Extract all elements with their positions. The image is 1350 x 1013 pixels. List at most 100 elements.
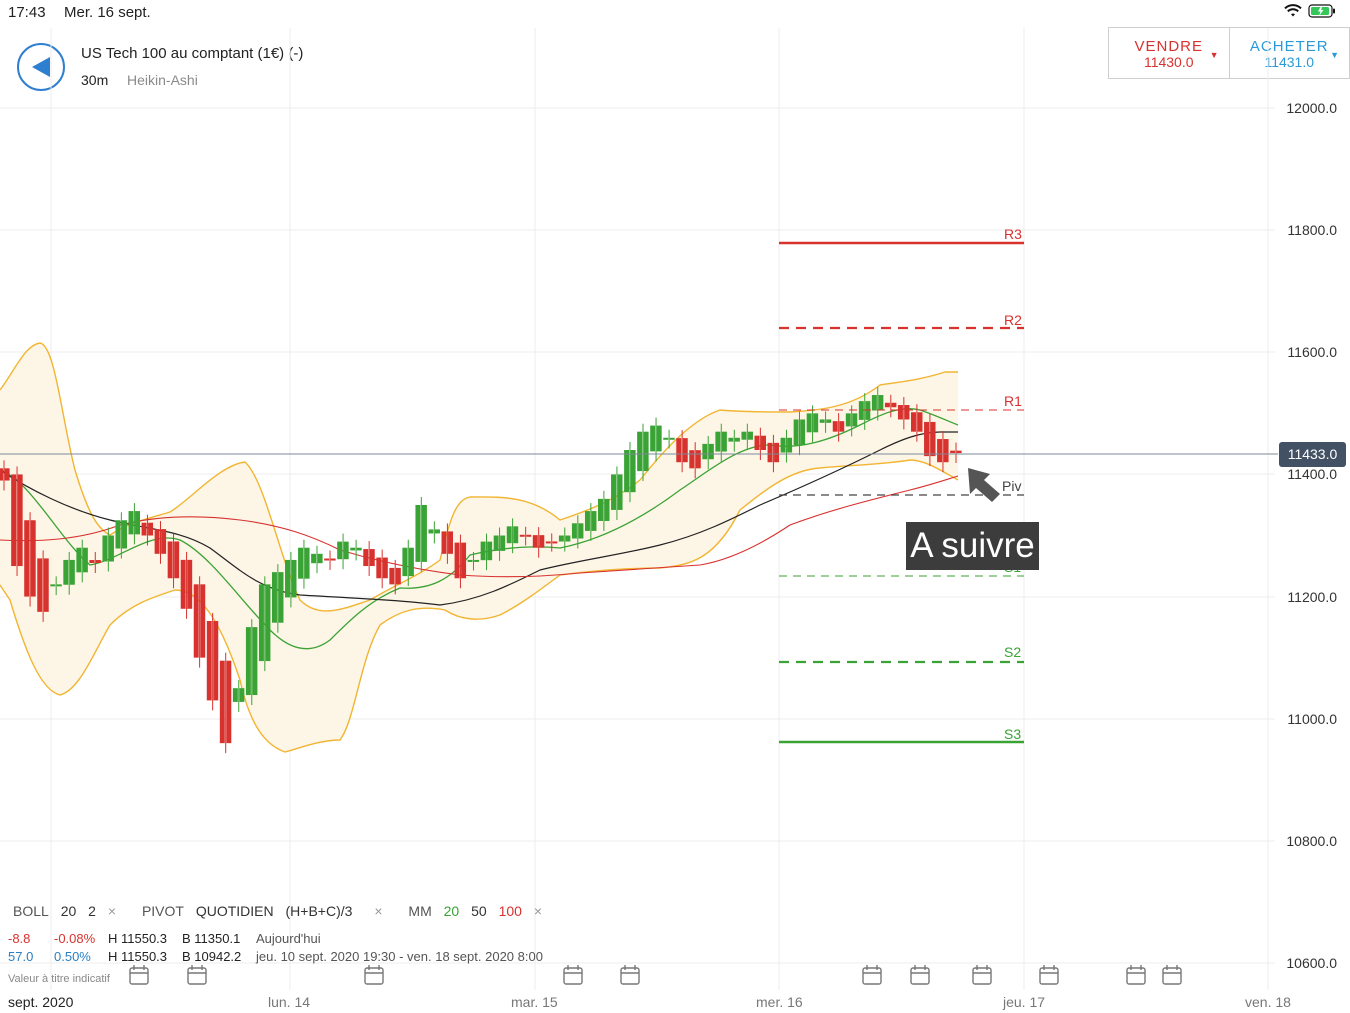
candle-body (669, 437, 675, 440)
status-time: 17:43 (8, 4, 46, 21)
candle-body (363, 549, 369, 567)
candle-body (513, 526, 519, 544)
candle-body (630, 450, 636, 493)
candle-body (832, 421, 838, 432)
stats-period: Aujourd'hui (256, 931, 321, 946)
x-axis-label: jeu. 17 (1003, 994, 1046, 1010)
close-icon[interactable]: × (374, 903, 383, 919)
candle-body (617, 474, 623, 510)
stats-low: B 11350.1 (182, 931, 241, 946)
close-icon[interactable]: × (533, 903, 542, 919)
candle-body (793, 419, 799, 446)
candle-body (891, 402, 897, 408)
candle-body (11, 474, 17, 567)
candle-body (56, 584, 62, 587)
candles (0, 387, 962, 754)
y-tick-label: 11400.0 (1287, 466, 1337, 482)
disclaimer: Valeur à titre indicatif (8, 973, 110, 985)
candle-body (343, 541, 349, 560)
mm-20: 20 (443, 903, 460, 919)
chart-type-selector[interactable]: Heikin-Ashi (127, 72, 198, 88)
pivot-mode: QUOTIDIEN (195, 903, 274, 919)
calendar-icon[interactable] (972, 965, 992, 985)
trade-panel: VENDRE 11430.0 ▼ ACHETER 11431.0 ▼ (1108, 27, 1350, 79)
candle-body (154, 529, 160, 554)
calendar-icon[interactable] (1126, 965, 1146, 985)
boll-period: 20 (60, 903, 77, 919)
candle-body (858, 401, 864, 420)
candle-body (571, 523, 577, 539)
back-button[interactable] (17, 43, 65, 91)
candle-body (689, 450, 695, 469)
bollinger-bands (0, 342, 959, 753)
candle-body (187, 559, 193, 609)
wifi-icon (1284, 4, 1302, 17)
candle-body (715, 431, 721, 452)
candle-body (702, 443, 708, 460)
timeframe-selector[interactable]: 30m (81, 72, 109, 88)
candle-body (532, 535, 538, 548)
calendar-icon[interactable] (129, 965, 149, 985)
candle-body (767, 442, 773, 463)
candle-body (37, 558, 43, 612)
candle-body (298, 547, 304, 579)
candle-body (239, 688, 245, 702)
calendar-icon[interactable] (1039, 965, 1059, 985)
sell-price: 11430.0 (1143, 54, 1194, 70)
candle-body (350, 547, 356, 551)
annotation-label: A suivre (906, 522, 1039, 570)
candle-body (82, 547, 88, 573)
sell-button[interactable]: VENDRE 11430.0 ▼ (1109, 28, 1229, 78)
calendar-icon[interactable] (862, 965, 882, 985)
close-icon[interactable]: × (107, 903, 117, 919)
candle-body (304, 547, 310, 579)
candle-body (598, 498, 603, 521)
candle-body (95, 560, 101, 563)
candle-body (395, 567, 401, 585)
calendar-icon[interactable] (910, 965, 930, 985)
calendar-icon[interactable] (563, 965, 583, 985)
candle-body (806, 413, 812, 433)
candle-body (258, 584, 264, 662)
candle-body (721, 431, 727, 452)
buy-button[interactable]: ACHETER 11431.0 ▼ (1228, 28, 1350, 78)
candle-body (415, 504, 421, 562)
candle-body (428, 529, 434, 534)
pivot-s3-label: S3 (1004, 726, 1021, 742)
candle-body (584, 511, 590, 531)
calendar-icon[interactable] (620, 965, 640, 985)
candle-body (624, 450, 630, 493)
candle-body (108, 535, 114, 562)
candle-body (897, 405, 903, 420)
y-tick-label: 10600.0 (1286, 955, 1337, 971)
candle-body (441, 531, 447, 554)
stats-change: 57.0 (8, 949, 34, 964)
candle-body (448, 531, 454, 554)
calendar-icon[interactable] (187, 965, 207, 985)
candle-body (650, 425, 656, 452)
candle-body (245, 627, 251, 696)
y-tick-label: 11000.0 (1287, 711, 1337, 727)
y-tick-label: 11200.0 (1287, 589, 1337, 605)
calendar-icon[interactable] (1162, 965, 1182, 985)
candle-body (884, 402, 890, 408)
stats-period: jeu. 10 sept. 2020 19:30 - ven. 18 sept.… (256, 949, 543, 964)
candle-body (265, 584, 271, 662)
calendar-icon[interactable] (364, 965, 384, 985)
candle-body (0, 468, 4, 481)
candle-body (839, 421, 845, 432)
candle-body (682, 438, 688, 463)
instrument-title: US Tech 100 au comptant (1€) (-) (81, 45, 304, 62)
candle-body (774, 442, 780, 463)
x-axis-label: mar. 15 (511, 994, 558, 1010)
stats-high: H 11550.3 (108, 931, 168, 946)
candle-body (271, 572, 277, 623)
candle-body (89, 560, 95, 563)
candle-body (911, 412, 916, 432)
back-arrow-icon (32, 57, 50, 77)
candle-body (311, 553, 317, 564)
candle-body (956, 450, 962, 454)
candle-body (747, 431, 753, 440)
candle-body (637, 431, 643, 472)
